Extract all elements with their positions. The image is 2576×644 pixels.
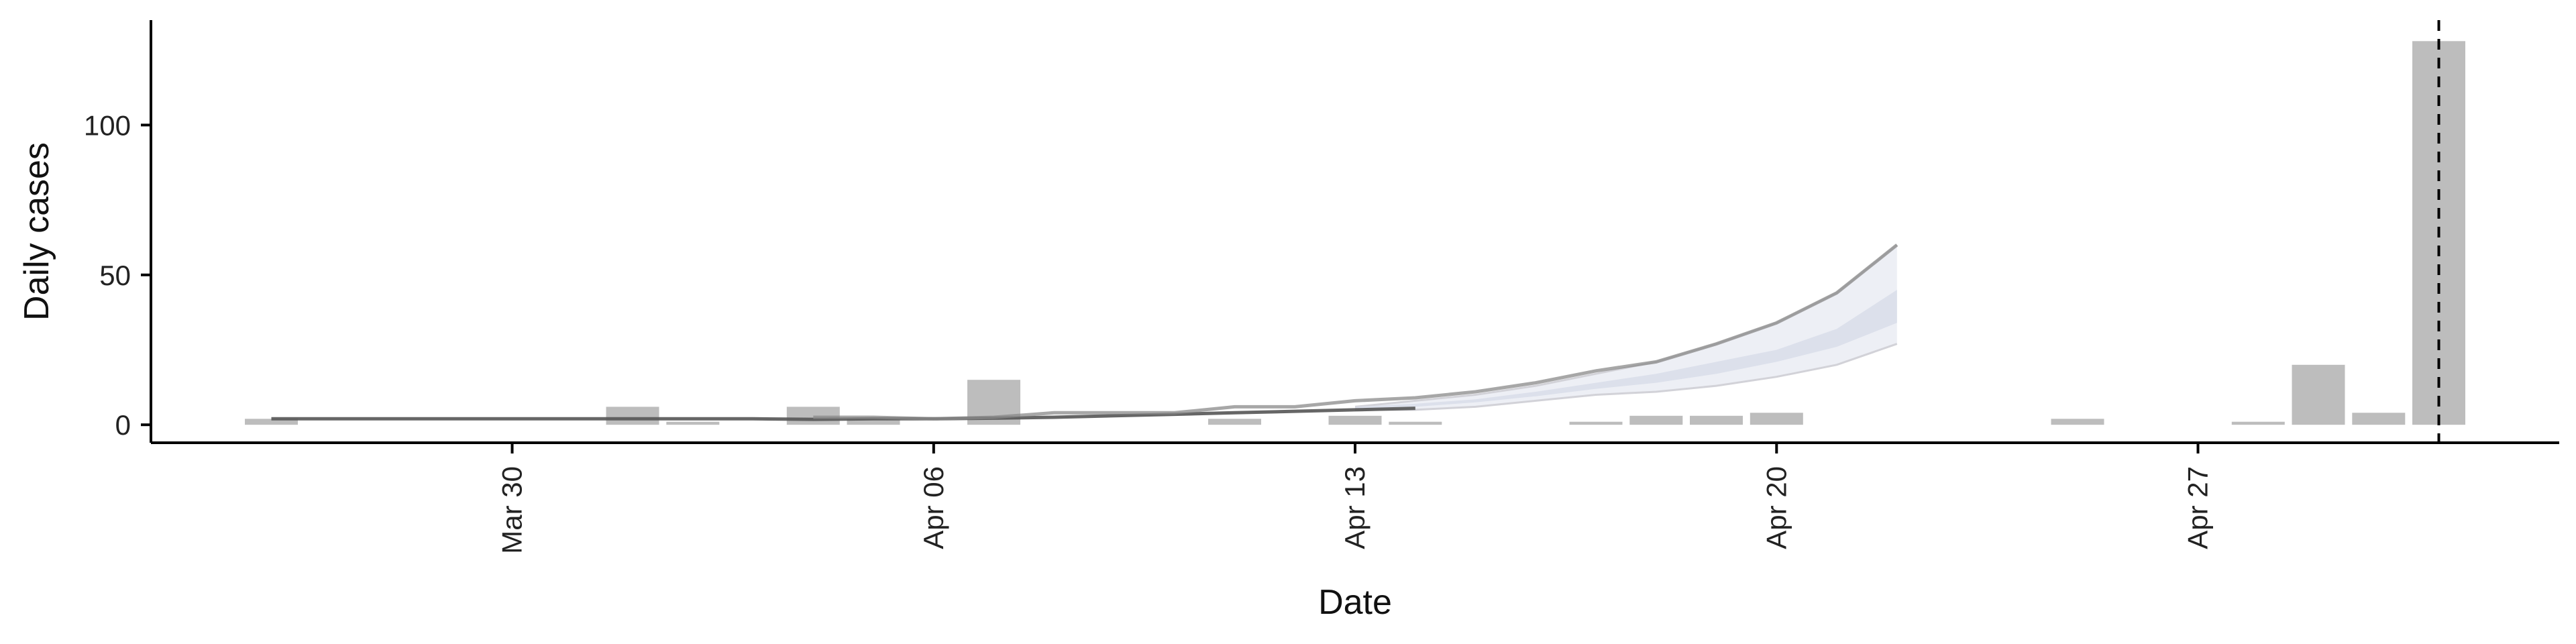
bar-2020-04-28	[2231, 421, 2285, 425]
trend-line-dark	[271, 407, 1415, 421]
axes	[150, 20, 2559, 444]
bar-2020-04-18	[1629, 415, 1683, 425]
y-ticks: 0 50 100	[84, 109, 151, 441]
bar-2020-04-14	[1389, 421, 1442, 425]
y-tick-label-50: 50	[99, 260, 131, 291]
bar-2020-04-17	[1569, 421, 1623, 425]
x-tick-label-2020-04-20: Apr 20	[1760, 466, 1792, 549]
x-tick-label-2020-03-30: Mar 30	[496, 466, 528, 554]
x-axis-title: Date	[1318, 583, 1392, 622]
x-tick-label-2020-04-06: Apr 06	[918, 466, 949, 549]
bar-2020-04-05	[847, 419, 900, 425]
forecast-band-outer	[1355, 245, 1897, 410]
forecast-bands	[1354, 244, 1898, 411]
bar-2020-04-11	[1208, 419, 1261, 425]
y-tick-label-0: 0	[115, 409, 131, 441]
trend-lines	[271, 244, 1898, 421]
bar-2020-04-01	[606, 407, 659, 425]
x-tick-label-2020-04-13: Apr 13	[1339, 466, 1371, 549]
bar-2020-04-02	[666, 421, 720, 425]
bar-2020-04-30	[2352, 413, 2406, 425]
forecast-band-edge-low	[1355, 343, 1898, 411]
bars	[245, 41, 2465, 425]
forecast-band-inner	[1355, 290, 1897, 409]
y-axis-title: Daily cases	[17, 142, 56, 321]
bar-2020-04-25	[2051, 419, 2104, 425]
bar-2020-04-20	[1750, 413, 1803, 425]
bar-2020-04-19	[1690, 415, 1743, 425]
trend-line-medium	[813, 244, 1898, 421]
y-tick-label-100: 100	[84, 109, 131, 141]
bar-2020-03-26	[245, 419, 298, 425]
bar-2020-04-29	[2292, 364, 2345, 425]
x-ticks: Mar 30 Apr 06 Apr 13 Apr 20 Apr 27	[496, 443, 2214, 554]
bar-2020-04-13	[1328, 415, 1382, 425]
x-tick-label-2020-04-27: Apr 27	[2182, 466, 2214, 549]
